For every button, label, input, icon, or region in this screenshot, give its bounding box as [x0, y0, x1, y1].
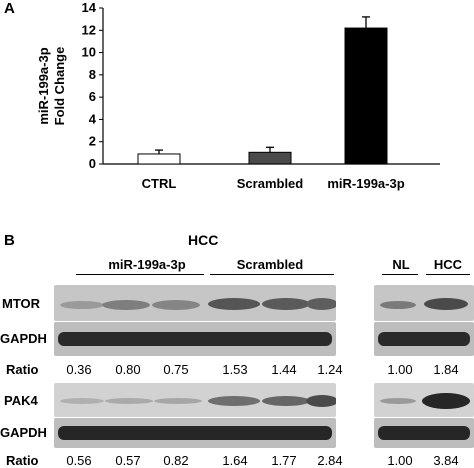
y-axis-label-line: Fold Change [52, 47, 67, 126]
blot-gapdh-1-left [54, 322, 336, 356]
nl-header: NL [392, 257, 410, 272]
hcc-underline [426, 274, 470, 275]
x-tick-label: CTRL [142, 176, 177, 191]
hcc-header-right: HCC [433, 257, 463, 272]
y-tick-label: 8 [89, 67, 96, 82]
y-tick-label: 4 [89, 111, 97, 126]
y-tick-label: 14 [82, 0, 97, 15]
blot-gapdh-2-right [374, 418, 474, 448]
bar-scrambled [248, 151, 292, 165]
blot-gapdh-1-right [374, 322, 474, 356]
ratio-2-nl: 1.00 [387, 453, 413, 468]
y-axis-label-line: miR-199a-3p [36, 47, 51, 124]
blot-mtor-right [374, 285, 474, 321]
ratio-2-lane-6: 2.84 [317, 453, 343, 468]
blot-mtor-left [54, 285, 336, 321]
ratio-1-nl: 1.00 [387, 362, 413, 377]
row-label-ratio-1: Ratio [6, 362, 39, 377]
row-label-pak4: PAK4 [4, 393, 38, 408]
x-tick-label: miR-199a-3p [327, 176, 404, 191]
ratio-2-lane-2: 0.57 [115, 453, 141, 468]
blot-pak4-right [374, 383, 474, 417]
row-label-ratio-2: Ratio [6, 453, 39, 468]
ratio-1-lane-3: 0.75 [163, 362, 189, 377]
ratio-1-lane-6: 1.24 [317, 362, 343, 377]
panel-b-letter: B [4, 232, 15, 249]
group-label-scrambled: Scrambled [236, 257, 304, 272]
ratio-1-lane-1: 0.36 [66, 362, 92, 377]
ratio-2-lane-1: 0.56 [66, 453, 92, 468]
group-underline-mir [76, 274, 204, 275]
ratio-2-lane-4: 1.64 [222, 453, 248, 468]
y-tick-label: 12 [82, 22, 96, 37]
nl-underline [382, 274, 418, 275]
y-tick-label: 0 [89, 156, 96, 171]
ratio-1-lane-5: 1.44 [271, 362, 297, 377]
y-tick-label: 2 [89, 134, 96, 149]
y-tick-label: 10 [82, 45, 96, 60]
panel-a-letter: A [4, 0, 15, 17]
ratio-1-lane-4: 1.53 [222, 362, 248, 377]
ratio-2-lane-3: 0.82 [163, 453, 189, 468]
ratio-2-hcc: 3.84 [433, 453, 459, 468]
hcc-header: HCC [188, 232, 219, 248]
ratio-1-hcc: 1.84 [433, 362, 459, 377]
x-tick-label: Scrambled [237, 176, 304, 191]
ratio-2-lane-5: 1.77 [271, 453, 297, 468]
ratio-1-lane-2: 0.80 [115, 362, 141, 377]
row-label-gapdh-2: GAPDH [0, 425, 47, 440]
bar-ctrl [137, 153, 181, 165]
blot-pak4-left [54, 383, 336, 417]
row-label-mtor: MTOR [2, 296, 41, 311]
blot-gapdh-2-left [54, 418, 336, 448]
group-underline-scrambled [210, 274, 334, 275]
bar-mir-199a-3p [344, 27, 388, 165]
group-label-mir: miR-199a-3p [108, 257, 186, 272]
y-tick-label: 6 [89, 89, 96, 104]
row-label-gapdh-1: GAPDH [0, 331, 47, 346]
